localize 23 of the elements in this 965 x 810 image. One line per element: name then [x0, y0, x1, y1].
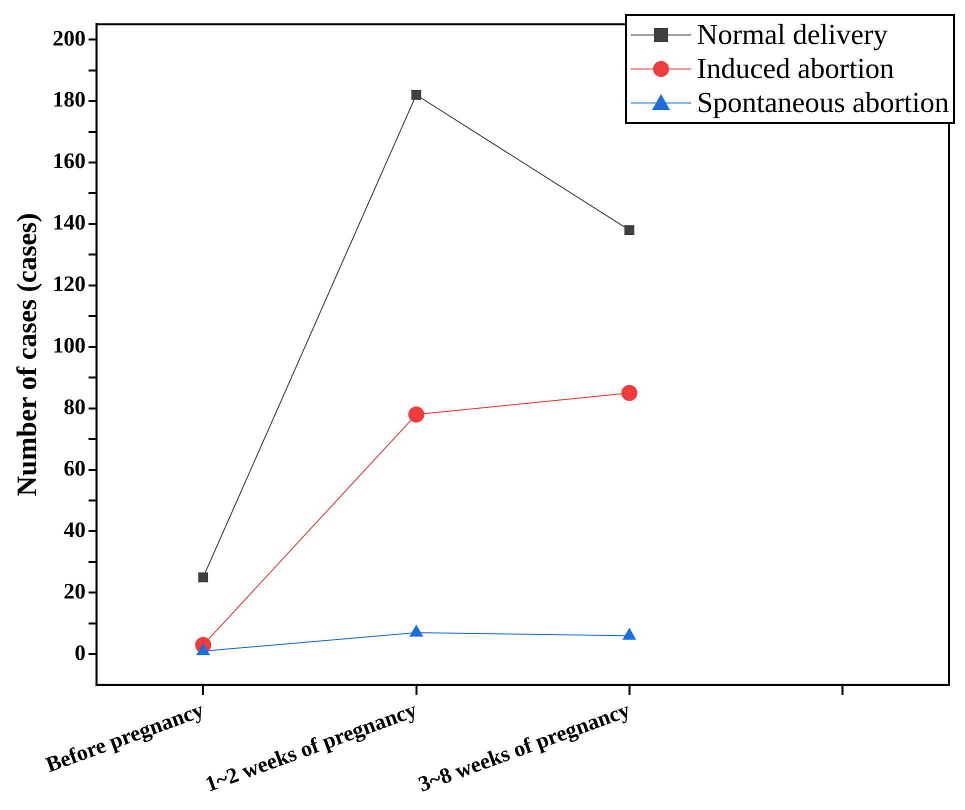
y-tick-label: 40 — [64, 516, 86, 542]
y-tick-label: 0 — [74, 640, 86, 665]
point — [198, 572, 208, 582]
y-tick-label: 200 — [52, 25, 86, 50]
y-tick-label: 80 — [64, 394, 86, 420]
y-tick-label: 160 — [52, 148, 86, 174]
point — [409, 624, 424, 637]
point — [621, 384, 638, 401]
legend-label: Spontaneous abortion — [696, 86, 949, 120]
point — [622, 628, 636, 640]
legend-label: Normal delivery — [696, 18, 888, 52]
point — [411, 90, 422, 100]
y-tick-label: 120 — [52, 271, 86, 296]
legend-label: Induced abortion — [696, 52, 894, 86]
y-tick-label: 20 — [64, 578, 86, 604]
point — [196, 643, 210, 656]
y-tick-label: 60 — [64, 455, 86, 480]
point — [408, 406, 424, 422]
y-tick-label: 100 — [52, 332, 86, 358]
y-tick-label: 180 — [52, 86, 86, 112]
y-axis-title: Number of cases (cases) — [12, 212, 44, 496]
point — [624, 225, 634, 236]
y-tick-label: 140 — [52, 210, 86, 235]
